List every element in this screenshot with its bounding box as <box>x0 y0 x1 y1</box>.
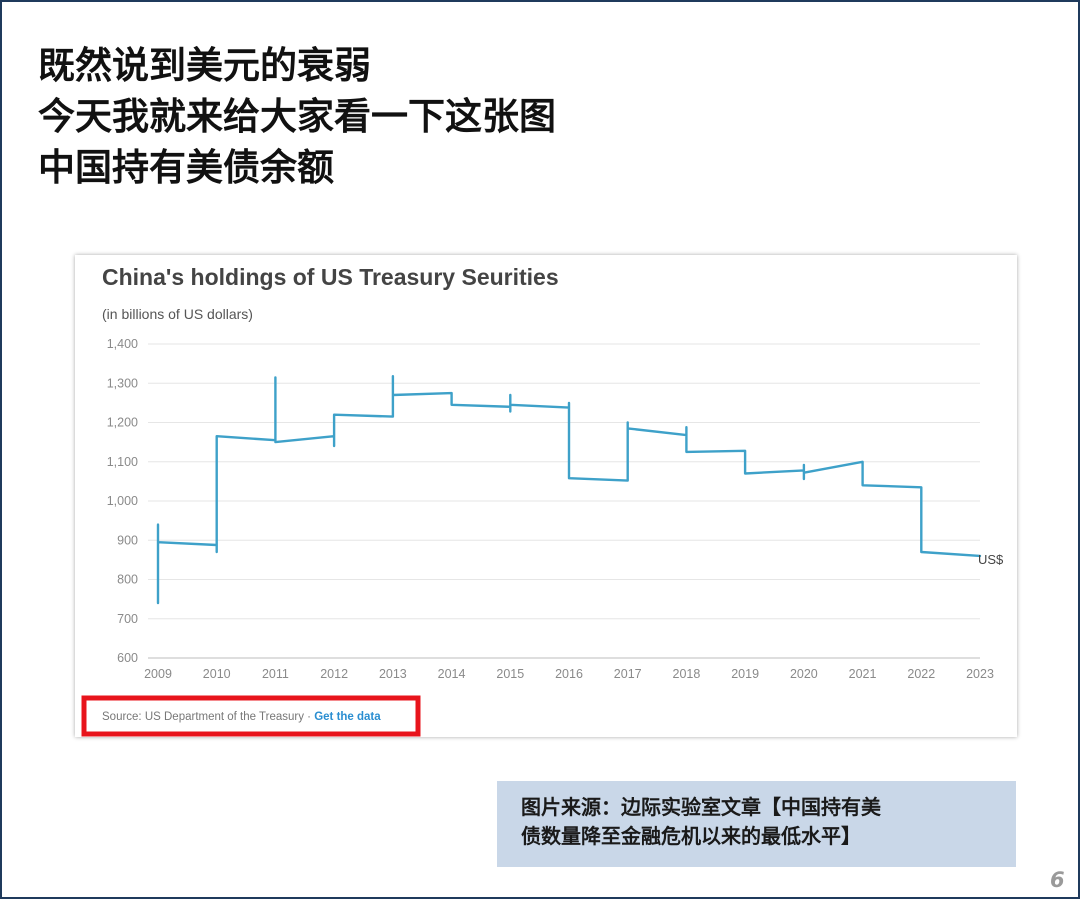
x-tick-label: 2012 <box>320 667 348 681</box>
y-tick-label: 900 <box>117 533 138 547</box>
y-axis-ticks: 600 700 800 900 1,000 1,100 1,200 1,300 1,400 <box>107 337 138 665</box>
x-tick-label: 2019 <box>731 667 759 681</box>
slide-headline: 既然说到美元的衰弱 今天我就来给大家看一下这张图 中国持有美债余额 <box>38 40 556 193</box>
x-tick-label: 2023 <box>966 667 994 681</box>
gridlines <box>148 343 980 659</box>
note-line-2: 债数量降至金融危机以来的最低水平】 <box>521 824 861 848</box>
x-tick-label: 2014 <box>438 667 466 681</box>
x-tick-label: 2009 <box>144 667 172 681</box>
headline-line-3: 中国持有美债余额 <box>38 146 334 189</box>
x-axis-ticks: 2009 2010 2011 2012 2013 2014 2015 2016 2017 2018… <box>144 667 994 681</box>
x-tick-label: 2017 <box>614 667 642 681</box>
get-data-link[interactable]: Get the data <box>314 711 381 723</box>
page-number: 6 <box>1050 868 1065 892</box>
x-tick-label: 2010 <box>203 667 231 681</box>
image-source-note: 图片来源：边际实验室文章【中国持有美 债数量降至金融危机以来的最低水平】 <box>497 781 1016 867</box>
holdings-line-chart: China's holdings of US Treasury Seuritie… <box>81 264 1004 737</box>
x-tick-label: 2013 <box>379 667 407 681</box>
source-highlight-box <box>81 695 421 737</box>
source-line: Source: US Department of the Treasury · … <box>102 711 381 723</box>
chart-subtitle: (in billions of US dollars) <box>102 306 253 322</box>
note-line-1: 图片来源：边际实验室文章【中国持有美 <box>521 795 881 819</box>
series-end-label: US$ <box>978 552 1004 567</box>
y-tick-label: 700 <box>117 612 138 626</box>
y-tick-label: 1,200 <box>107 416 138 430</box>
y-tick-label: 600 <box>117 651 138 665</box>
y-tick-label: 1,400 <box>107 337 138 351</box>
x-tick-label: 2021 <box>849 667 877 681</box>
x-tick-label: 2015 <box>496 667 524 681</box>
headline-line-2: 今天我就来给大家看一下这张图 <box>38 95 556 138</box>
chart-title: China's holdings of US Treasury Seuritie… <box>102 264 559 290</box>
series-layer <box>156 375 982 605</box>
x-tick-label: 2016 <box>555 667 583 681</box>
x-tick-label: 2011 <box>262 667 289 681</box>
y-tick-label: 1,000 <box>107 494 138 508</box>
y-tick-label: 1,300 <box>107 376 138 390</box>
chart-card: China's holdings of US Treasury Seuritie… <box>75 255 1017 737</box>
y-tick-label: 800 <box>117 573 138 587</box>
x-tick-label: 2020 <box>790 667 818 681</box>
y-tick-label: 1,100 <box>107 455 138 469</box>
x-tick-label: 2018 <box>673 667 701 681</box>
x-tick-label: 2022 <box>907 667 935 681</box>
series-line <box>156 375 982 605</box>
headline-line-1: 既然说到美元的衰弱 <box>38 44 371 87</box>
source-text: Source: US Department of the Treasury · <box>102 711 314 723</box>
